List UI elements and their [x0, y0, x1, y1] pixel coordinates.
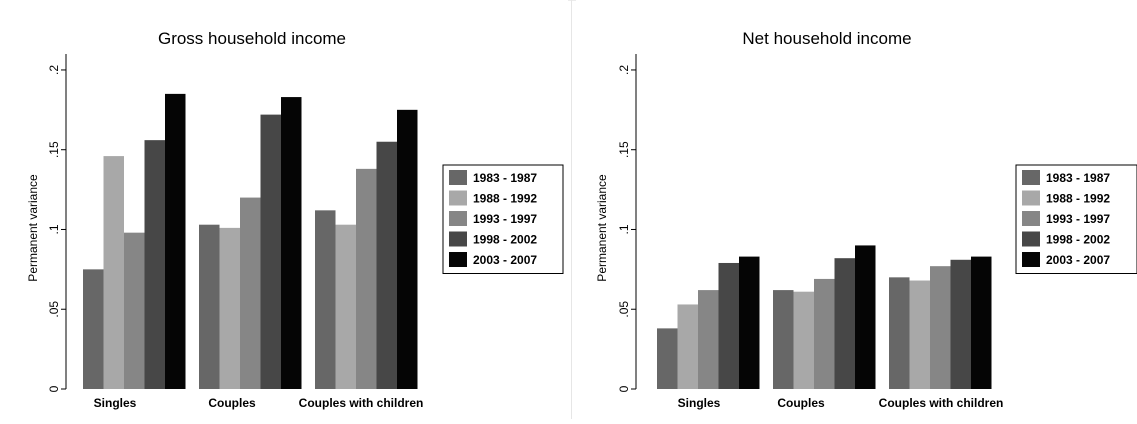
bar-1993-1997 — [930, 266, 951, 389]
panel-divider — [571, 0, 572, 419]
legend-swatch — [1022, 190, 1040, 206]
bar-1988-1992 — [219, 227, 240, 389]
legend-swatch — [449, 252, 467, 267]
bar-2003-2007 — [855, 245, 876, 389]
bar-1993-1997 — [240, 197, 261, 389]
y-tick-label: 0 — [617, 385, 631, 392]
legend-label: 2003 - 2007 — [473, 253, 537, 267]
legend-label: 1988 - 1992 — [1046, 192, 1110, 206]
category-label: Singles — [678, 396, 721, 410]
chart-gross-household-income: Gross household income Permanent varianc… — [26, 29, 564, 410]
bar-1988-1992 — [103, 156, 124, 389]
bar-1998-2002 — [718, 262, 739, 389]
legend-label: 1993 - 1997 — [1046, 212, 1110, 226]
legend-swatch — [449, 190, 467, 206]
y-axis-label: Permanent variance — [595, 174, 609, 282]
legend-swatch — [449, 231, 467, 247]
legend-label: 2003 - 2007 — [1046, 253, 1110, 267]
bar-1988-1992 — [909, 280, 930, 389]
legend-label: 1998 - 2002 — [1046, 233, 1110, 247]
category-label: Couples with children — [299, 396, 424, 410]
bar-1993-1997 — [124, 232, 145, 389]
y-tick-label: .2 — [47, 65, 61, 75]
bar-1988-1992 — [677, 304, 698, 389]
bar-2003-2007 — [165, 93, 186, 389]
bar-1988-1992 — [793, 291, 814, 389]
bar-2003-2007 — [739, 256, 760, 389]
bar-1998-2002 — [260, 114, 281, 389]
bar-1993-1997 — [698, 290, 719, 389]
chart-net-household-income: Net household income Permanent variance … — [595, 29, 1137, 410]
bar-1983-1987 — [773, 290, 794, 389]
legend-label: 1998 - 2002 — [473, 233, 537, 247]
category-label: Singles — [94, 396, 137, 410]
chart-title: Gross household income — [158, 29, 346, 48]
y-tick-label: .05 — [47, 301, 61, 318]
legend-swatch — [449, 211, 467, 226]
y-axis-label: Permanent variance — [26, 174, 40, 282]
y-tick-label: .1 — [47, 224, 61, 234]
y-tick-label: .15 — [47, 141, 61, 158]
legend-label: 1983 - 1987 — [473, 171, 537, 185]
legend-label: 1988 - 1992 — [473, 192, 537, 206]
y-tick-label: .15 — [617, 141, 631, 158]
legend-swatch — [1022, 231, 1040, 247]
chart-panel-net: Net household income Permanent variance … — [576, 0, 1137, 419]
bar-1983-1987 — [889, 277, 910, 389]
bar-1983-1987 — [315, 210, 336, 389]
category-label: Couples — [208, 396, 256, 410]
legend-swatch — [1022, 252, 1040, 267]
bar-2003-2007 — [281, 97, 302, 390]
bar-1983-1987 — [657, 328, 678, 389]
page-top-rule — [0, 0, 1137, 1]
bar-2003-2007 — [397, 109, 418, 389]
bar-1993-1997 — [814, 278, 835, 389]
bar-1998-2002 — [950, 259, 971, 389]
bar-1988-1992 — [335, 224, 356, 389]
legend-label: 1993 - 1997 — [473, 212, 537, 226]
legend-swatch — [1022, 170, 1040, 185]
y-tick-label: .05 — [617, 301, 631, 318]
legend-swatch — [1022, 211, 1040, 226]
chart-title: Net household income — [742, 29, 911, 48]
legend-label: 1983 - 1987 — [1046, 171, 1110, 185]
y-tick-label: 0 — [47, 385, 61, 392]
bar-1998-2002 — [834, 258, 855, 389]
bar-2003-2007 — [971, 256, 992, 389]
bar-1983-1987 — [83, 269, 104, 389]
bar-1998-2002 — [376, 141, 397, 389]
bar-1998-2002 — [144, 140, 165, 389]
y-tick-label: .1 — [617, 224, 631, 234]
bar-1993-1997 — [356, 168, 377, 389]
category-label: Couples with children — [879, 396, 1004, 410]
chart-panel-gross: Gross household income Permanent varianc… — [0, 0, 568, 419]
y-tick-label: .2 — [617, 65, 631, 75]
category-label: Couples — [777, 396, 825, 410]
legend-swatch — [449, 170, 467, 185]
bar-1983-1987 — [199, 224, 220, 389]
